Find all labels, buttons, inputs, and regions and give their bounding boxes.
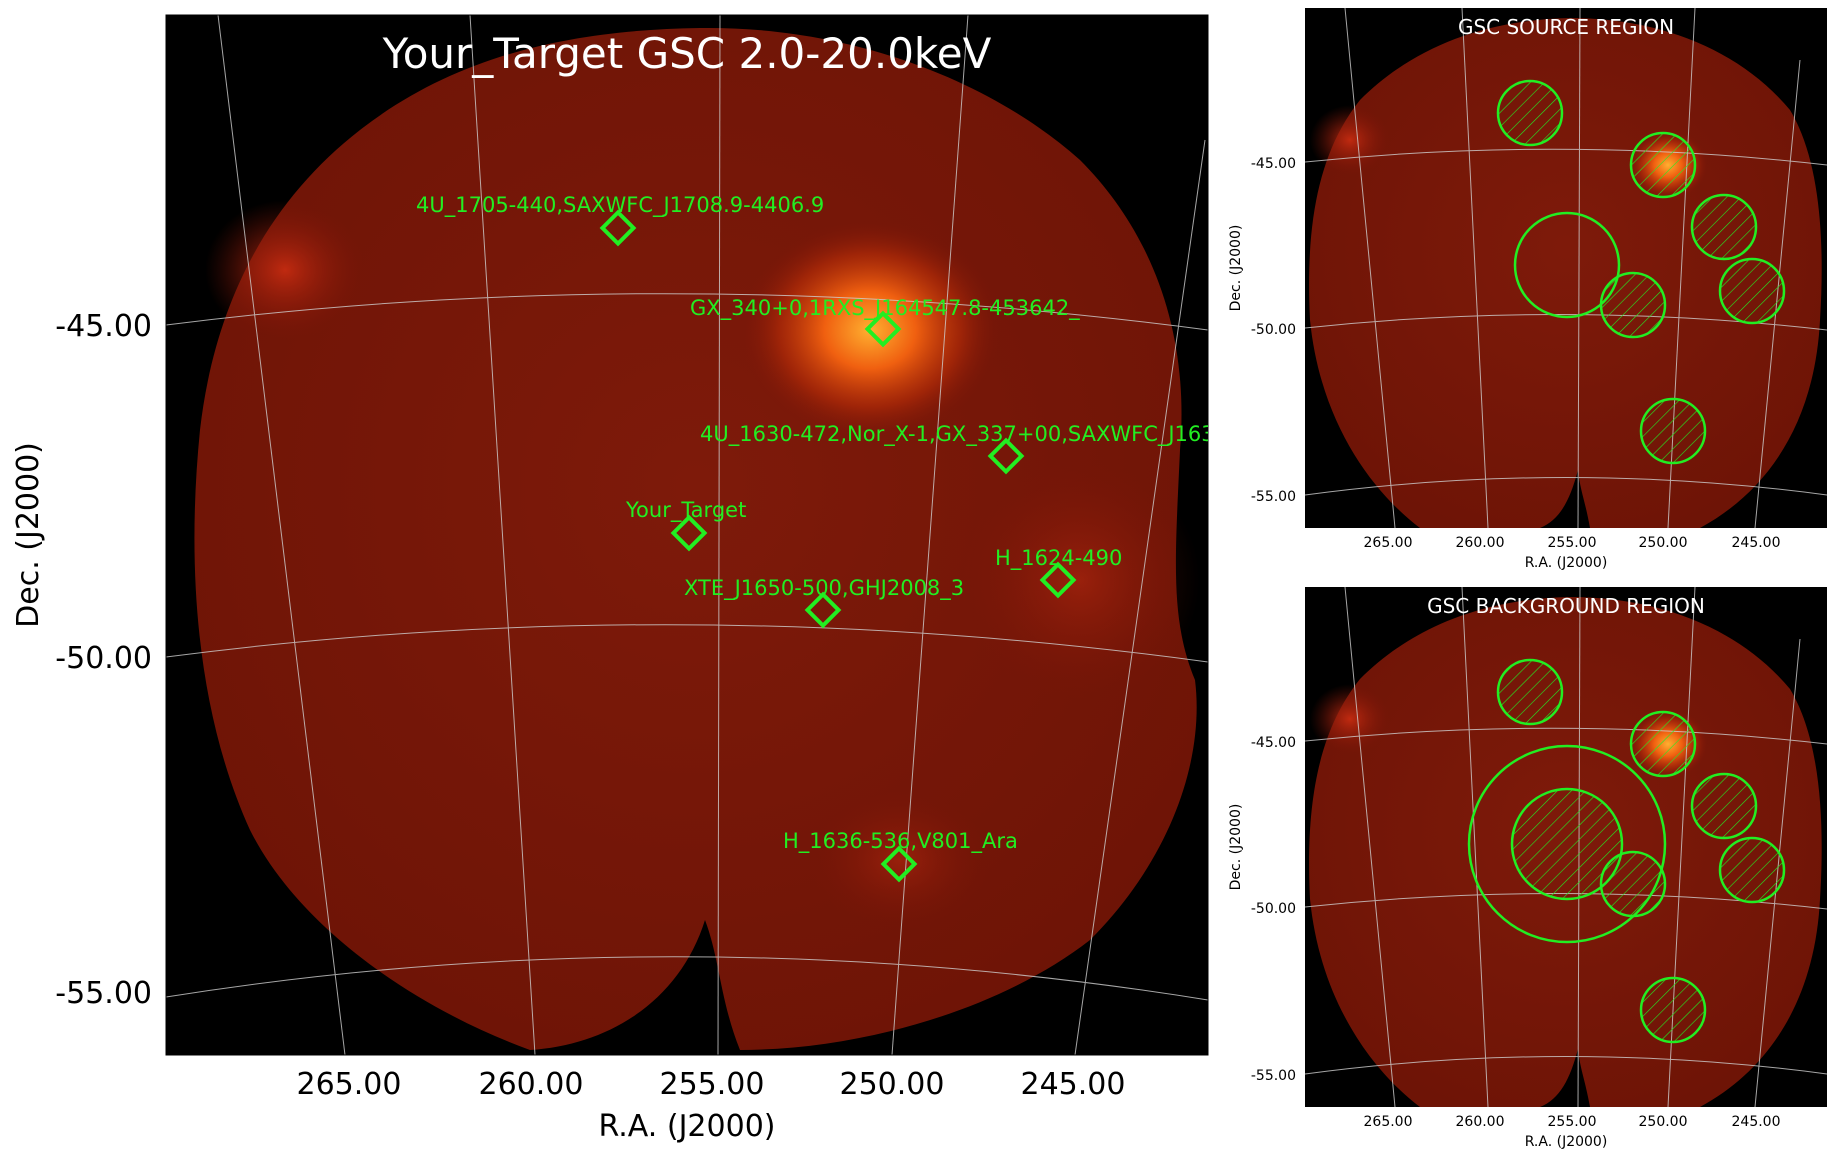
main-ytick: -45.00 [55, 309, 152, 344]
background-region-map [1305, 587, 1827, 1107]
source-label: 4U_1630-472,Nor_X-1,GX_337+00,SAXWFC_J16… [700, 422, 1228, 447]
source-marker[interactable] [987, 437, 1025, 475]
main-xtick: 250.00 [840, 1067, 945, 1102]
background-xtick: 245.00 [1732, 1114, 1781, 1130]
source-xtick: 255.00 [1548, 535, 1597, 551]
excluded-region-circle[interactable] [1510, 787, 1624, 901]
main-xtick: 265.00 [297, 1067, 402, 1102]
main-xtick: 255.00 [660, 1067, 765, 1102]
source-label: H_1624-490 [995, 546, 1122, 571]
target-source-circle[interactable] [1513, 211, 1621, 319]
background-xtick: 250.00 [1639, 1114, 1688, 1130]
excluded-region-circle[interactable] [1496, 658, 1564, 726]
source-region-circle[interactable] [1639, 397, 1707, 465]
excluded-region-circle[interactable] [1639, 976, 1707, 1044]
source-label: Your_Target [625, 498, 746, 523]
source-region-circle[interactable] [1599, 271, 1667, 339]
excluded-region-circle[interactable] [1718, 836, 1786, 904]
main-xtick: 260.00 [479, 1067, 584, 1102]
source-region-map [1305, 8, 1827, 528]
source-xtick: 265.00 [1364, 535, 1413, 551]
source-ylabel: Dec. (J2000) [1228, 225, 1244, 312]
background-ytick: -45.00 [1251, 735, 1296, 751]
main-sky-map [165, 14, 1209, 1056]
source-marker[interactable] [880, 845, 918, 883]
main-xtick: 245.00 [1021, 1067, 1126, 1102]
background-ytick: -55.00 [1251, 1068, 1296, 1084]
excluded-region-circle[interactable] [1599, 850, 1667, 918]
source-marker[interactable] [1039, 561, 1077, 599]
excluded-region-circle[interactable] [1629, 710, 1697, 778]
background-xtick: 255.00 [1548, 1114, 1597, 1130]
background-panel-title: GSC BACKGROUND REGION [1427, 594, 1705, 618]
background-xlabel: R.A. (J2000) [1525, 1134, 1608, 1150]
source-panel-title: GSC SOURCE REGION [1458, 15, 1674, 39]
source-label: 4U_1705-440,SAXWFC_J1708.9-4406.9 [416, 193, 824, 218]
source-ytick: -55.00 [1251, 489, 1296, 505]
background-xtick: 260.00 [1456, 1114, 1505, 1130]
source-region-circle[interactable] [1629, 131, 1697, 199]
source-region-circle[interactable] [1718, 257, 1786, 325]
main-xlabel: R.A. (J2000) [599, 1109, 776, 1144]
main-title: Your_Target GSC 2.0-20.0keV [382, 29, 992, 78]
source-marker[interactable] [864, 310, 902, 348]
source-xtick: 245.00 [1732, 535, 1781, 551]
source-ytick: -45.00 [1251, 156, 1296, 172]
source-marker[interactable] [804, 591, 842, 629]
source-label: H_1636-536,V801_Ara [783, 829, 1018, 854]
source-xtick: 250.00 [1639, 535, 1688, 551]
main-ytick: -55.00 [55, 976, 152, 1011]
background-ylabel: Dec. (J2000) [1228, 804, 1244, 891]
background-xtick: 265.00 [1364, 1114, 1413, 1130]
main-ylabel: Dec. (J2000) [11, 442, 46, 628]
source-marker[interactable] [670, 514, 708, 552]
main-ytick: -50.00 [55, 641, 152, 676]
source-xtick: 260.00 [1456, 535, 1505, 551]
source-xlabel: R.A. (J2000) [1525, 555, 1608, 571]
source-label: GX_340+0,1RXS_J164547.8-453642_ [690, 296, 1080, 321]
source-label: XTE_J1650-500,GHJ2008_3 [684, 576, 964, 601]
background-annulus-outer[interactable] [1467, 744, 1667, 944]
source-marker[interactable] [599, 209, 637, 247]
excluded-region-circle[interactable] [1690, 772, 1758, 840]
source-ytick: -50.00 [1251, 322, 1296, 338]
background-ytick: -50.00 [1251, 901, 1296, 917]
source-region-circle[interactable] [1496, 79, 1564, 147]
source-region-circle[interactable] [1690, 193, 1758, 261]
